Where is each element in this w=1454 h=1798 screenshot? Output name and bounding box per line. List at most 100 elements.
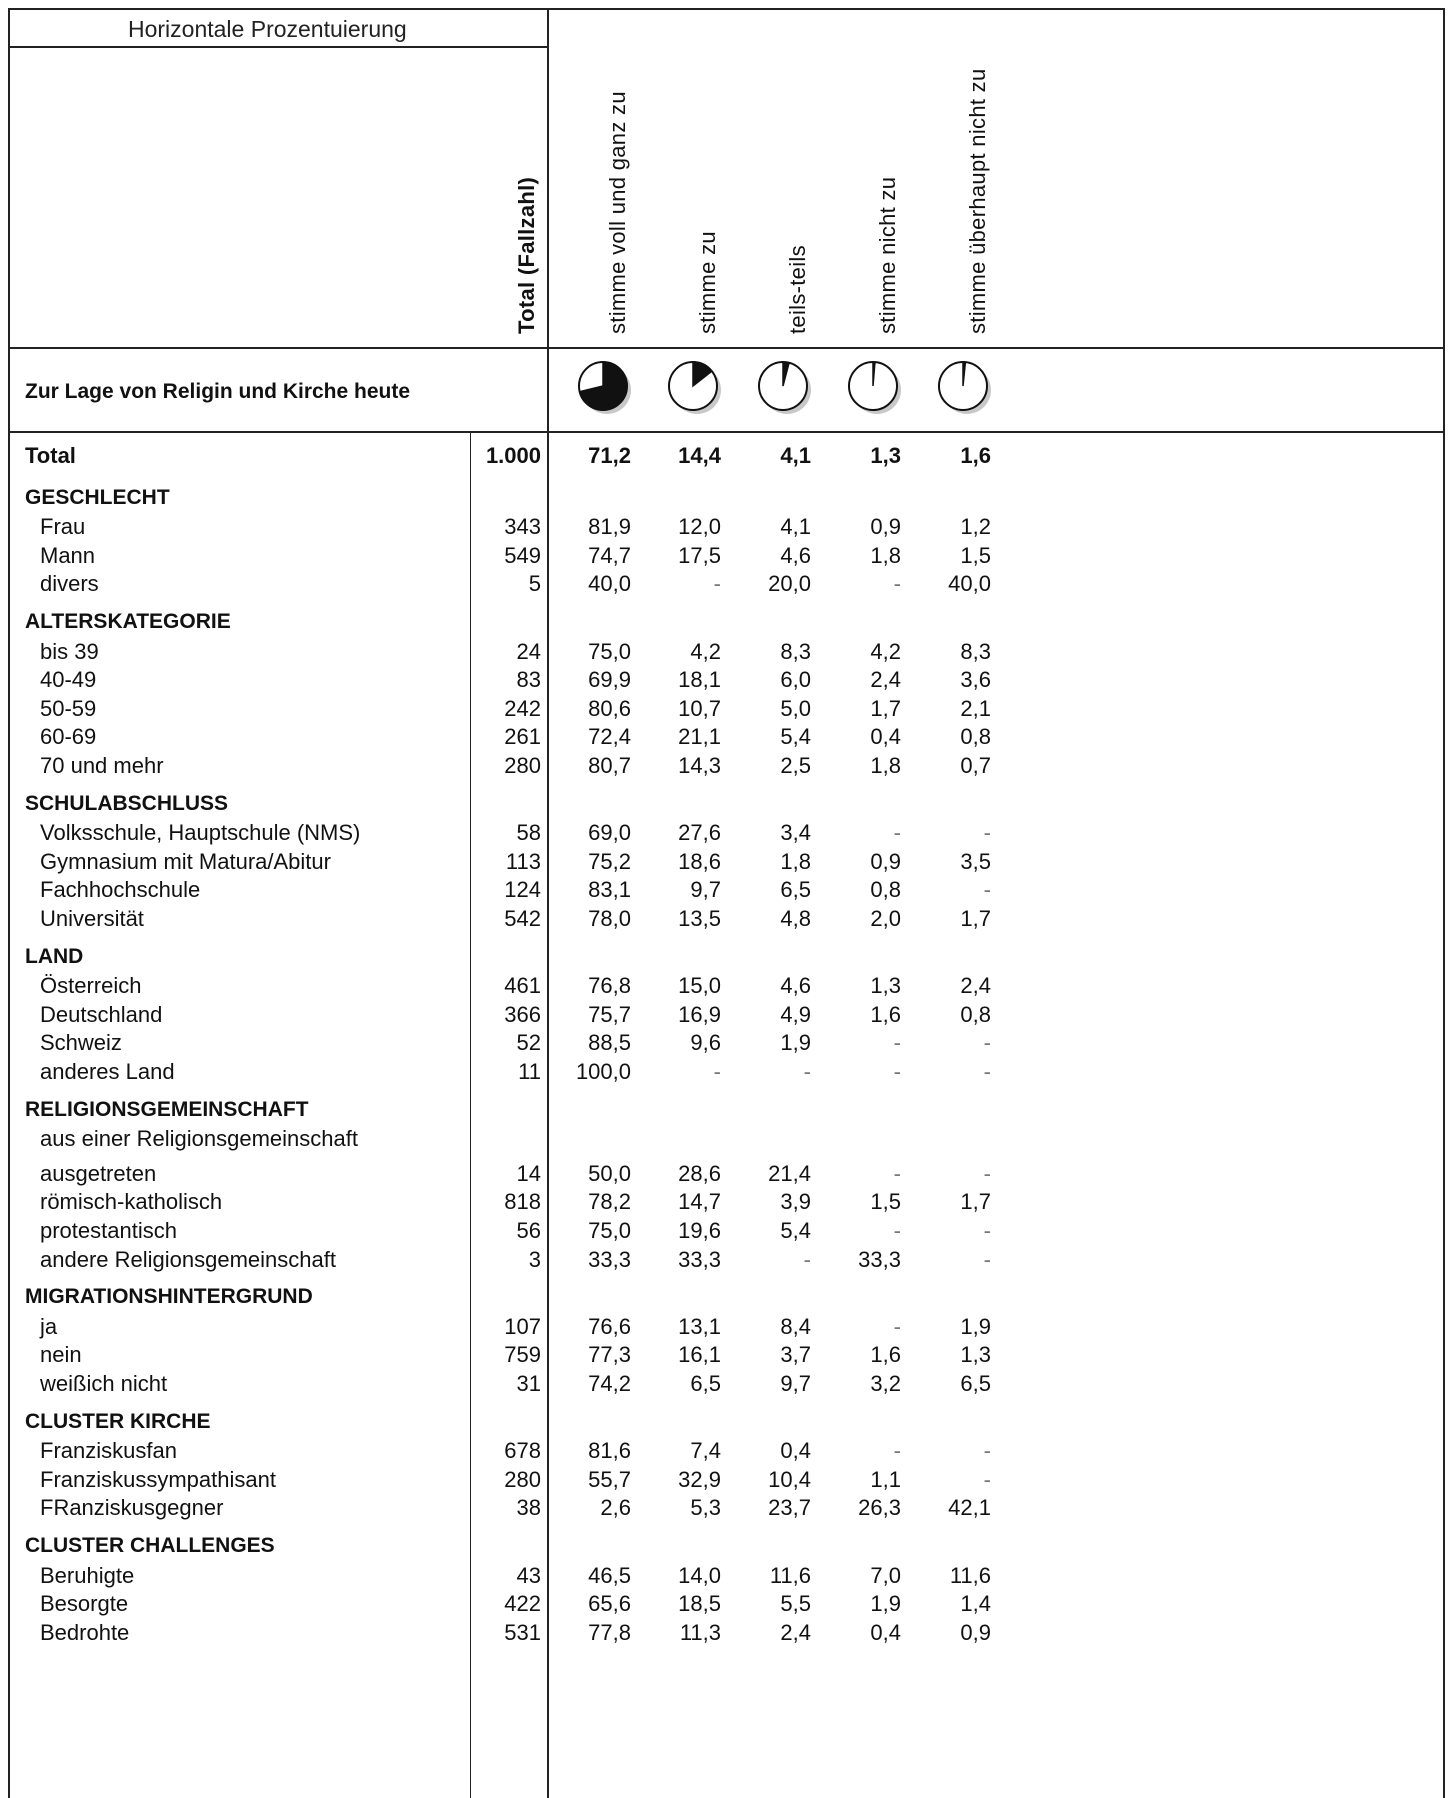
cell-value: 1,3 bbox=[870, 973, 901, 999]
cell-value: 65,6 bbox=[588, 1591, 631, 1617]
pie-slice bbox=[578, 361, 628, 411]
cell-total-n: 3 bbox=[528, 1246, 541, 1272]
cell-value: 75,2 bbox=[588, 848, 631, 874]
table-row: 60-69 261 72,4 21,1 5,4 0,4 0,8 bbox=[0, 724, 1454, 752]
table-row: FRanziskusgegner 38 2,6 5,3 23,7 26,3 42,1 bbox=[0, 1495, 1454, 1523]
cell-value: 11,6 bbox=[769, 1562, 811, 1588]
cell-value: 77,8 bbox=[588, 1619, 631, 1645]
cell-value: 40,0 bbox=[948, 571, 991, 597]
cell-value: 1,8 bbox=[780, 848, 811, 874]
cell-total-n: 818 bbox=[504, 1189, 541, 1215]
cell-value: 4,1 bbox=[780, 514, 811, 540]
row-label: Schweiz bbox=[40, 1030, 122, 1056]
cell-value: 0,4 bbox=[780, 1438, 811, 1464]
cell-value: 6,5 bbox=[690, 1371, 721, 1396]
cell-value: 0,9 bbox=[960, 1619, 991, 1645]
cell-value: 9,7 bbox=[690, 877, 721, 903]
cell-value: 80,7 bbox=[588, 753, 631, 778]
cell-value: 40,0 bbox=[588, 571, 631, 597]
pie-slice bbox=[782, 361, 791, 387]
pie-icon-2 bbox=[668, 361, 721, 414]
cell-value: 17,5 bbox=[678, 542, 721, 568]
cell-value: 0,8 bbox=[870, 877, 901, 903]
section-header: RELIGIONSGEMEINSCHAFT bbox=[0, 1098, 1454, 1126]
row-label: SCHULABSCHLUSS bbox=[25, 791, 229, 815]
cell-value: 6,5 bbox=[780, 877, 811, 903]
cell-value: 0,7 bbox=[960, 753, 991, 778]
cell-value: 33,3 bbox=[858, 1246, 901, 1272]
table-row: 40-49 83 69,9 18,1 6,0 2,4 3,6 bbox=[0, 667, 1454, 695]
cell-value: 11,3 bbox=[679, 1619, 721, 1645]
table-row: Mann 549 74,7 17,5 4,6 1,8 1,5 bbox=[0, 543, 1454, 571]
cell-value: 0,8 bbox=[960, 1001, 991, 1027]
cell-value: 1,1 bbox=[870, 1466, 901, 1492]
cell-value: - bbox=[983, 1059, 991, 1084]
cell-value: 1,3 bbox=[870, 443, 901, 468]
cell-value: 75,0 bbox=[588, 1218, 631, 1243]
question-bottom-rule bbox=[8, 431, 1445, 433]
pie-slice bbox=[962, 361, 967, 387]
cell-value: 75,7 bbox=[588, 1001, 631, 1027]
cell-value: 5,4 bbox=[780, 1218, 811, 1243]
cell-value: 1,2 bbox=[960, 514, 991, 540]
cell-value: 14,0 bbox=[678, 1562, 721, 1588]
row-label: Mann bbox=[40, 542, 96, 568]
cell-value: - bbox=[983, 1246, 991, 1272]
pie-slice bbox=[692, 361, 713, 388]
cell-total-n: 1.000 bbox=[485, 443, 541, 468]
cell-value: 46,5 bbox=[588, 1562, 631, 1588]
row-label: Österreich bbox=[40, 973, 142, 999]
cell-value: 4,2 bbox=[690, 638, 721, 664]
cell-value: 13,5 bbox=[678, 906, 721, 931]
cell-value: - bbox=[983, 1438, 991, 1464]
cell-value: 4,9 bbox=[780, 1001, 811, 1027]
row-label: aus einer Religionsgemeinschaft bbox=[40, 1126, 358, 1152]
table-row: bis 39 24 75,0 4,2 8,3 4,2 8,3 bbox=[0, 639, 1454, 667]
table-row: Franziskusfan 678 81,6 7,4 0,4 - - bbox=[0, 1438, 1454, 1466]
cell-value: 18,1 bbox=[678, 667, 721, 693]
section-header: LAND bbox=[0, 945, 1454, 973]
row-label: Besorgte bbox=[40, 1591, 129, 1617]
row-label: ALTERSKATEGORIE bbox=[25, 610, 231, 633]
cell-value: 8,3 bbox=[780, 638, 811, 664]
cell-value: 0,4 bbox=[870, 1619, 901, 1645]
cell-value: 4,6 bbox=[780, 542, 811, 568]
table-row: Franziskussympathisant 280 55,7 32,9 10,4 1,1… bbox=[0, 1467, 1454, 1495]
cell-value: 4,8 bbox=[780, 906, 811, 931]
cell-total-n: 83 bbox=[516, 667, 541, 693]
table-row: Deutschland 366 75,7 16,9 4,9 1,6 0,8 bbox=[0, 1002, 1454, 1030]
header-bottom-rule bbox=[8, 347, 1445, 349]
cell-value: 3,6 bbox=[960, 667, 991, 693]
cell-total-n: 56 bbox=[516, 1218, 541, 1243]
column-header-total: Total (Fallzahl) bbox=[514, 176, 539, 334]
row-label: divers bbox=[40, 571, 99, 597]
table-row: weißich nicht 31 74,2 6,5 9,7 3,2 6,5 bbox=[0, 1371, 1454, 1399]
cell-value: - bbox=[713, 1059, 721, 1084]
table-row: Schweiz 52 88,5 9,6 1,9 - - bbox=[0, 1030, 1454, 1058]
cell-total-n: 14 bbox=[516, 1160, 541, 1186]
row-label: 40-49 bbox=[40, 667, 97, 693]
row-label: protestantisch bbox=[40, 1218, 177, 1243]
cell-value: 2,6 bbox=[600, 1495, 631, 1521]
section-header: ALTERSKATEGORIE bbox=[0, 610, 1454, 638]
cell-value: 1,7 bbox=[960, 1189, 991, 1215]
cell-value: 75,0 bbox=[588, 638, 631, 664]
cell-value: 1,7 bbox=[870, 695, 901, 721]
cell-total-n: 107 bbox=[504, 1313, 541, 1339]
cell-value: 78,2 bbox=[588, 1189, 631, 1215]
cell-value: - bbox=[893, 571, 901, 597]
header-title-rule bbox=[8, 46, 548, 48]
cell-value: 14,4 bbox=[678, 443, 721, 468]
table-row: anderes Land 11 100,0 - - - - bbox=[0, 1059, 1454, 1087]
cell-value: 28,6 bbox=[678, 1160, 721, 1186]
column-header-voll: stimme voll und ganz zu bbox=[605, 91, 630, 334]
row-label: CLUSTER CHALLENGES bbox=[25, 1534, 275, 1557]
cell-value: 12,0 bbox=[678, 514, 721, 540]
row-label: anderes Land bbox=[40, 1059, 175, 1084]
section-header: CLUSTER CHALLENGES bbox=[0, 1534, 1454, 1562]
cell-value: 26,3 bbox=[858, 1495, 901, 1521]
cell-value: 4,2 bbox=[870, 638, 901, 664]
row-label: weißich nicht bbox=[40, 1371, 168, 1396]
row-label: RELIGIONSGEMEINSCHAFT bbox=[25, 1097, 309, 1121]
cell-value: 2,4 bbox=[870, 667, 901, 693]
